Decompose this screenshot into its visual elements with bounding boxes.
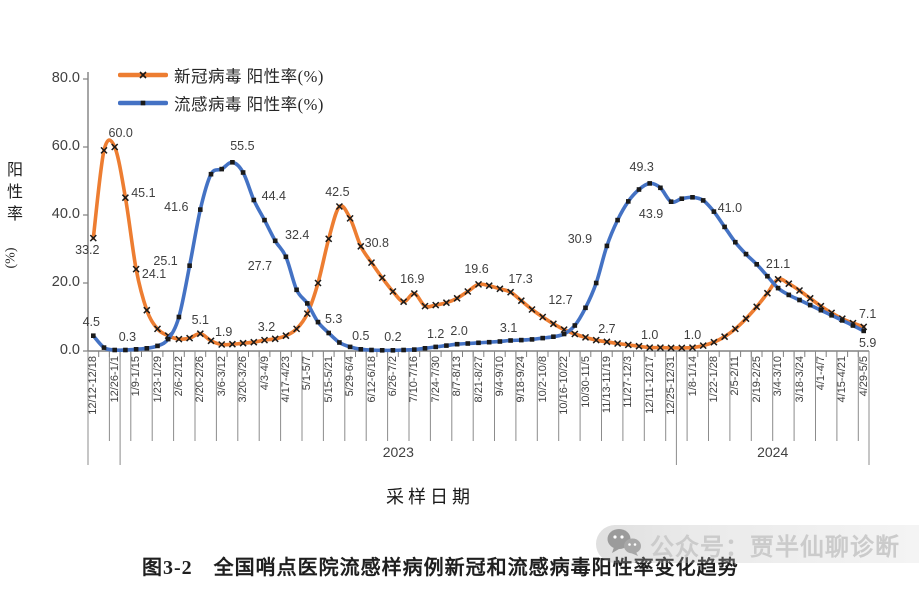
x-axis-title: 采样日期 (386, 487, 474, 507)
data-label-covid: 16.9 (400, 271, 425, 286)
data-label-flu: 0.2 (384, 330, 402, 345)
data-label-flu: 0.3 (118, 330, 137, 344)
data-label-flu: 5.9 (858, 335, 877, 350)
y-axis-unit: (%) (3, 247, 19, 269)
x-tick-label: 5/1-5/7 (301, 356, 314, 391)
x-tick-label: 9/18-9/24 (515, 356, 528, 403)
data-label-flu: 12.7 (548, 292, 573, 307)
data-label-covid: 1.0 (640, 327, 659, 342)
data-label-flu: 1.2 (426, 326, 445, 341)
data-label-covid: 21.1 (765, 257, 791, 272)
data-label-flu: 43.9 (638, 206, 664, 221)
x-tick-label: 4/17-4/23 (279, 356, 292, 403)
x-tick-label: 7/24-7/30 (429, 356, 442, 403)
data-label-flu: 44.4 (261, 189, 286, 203)
data-label-flu: 2.0 (450, 324, 468, 339)
x-tick-label: 11/27-12/3 (622, 356, 635, 408)
data-label-flu: 55.5 (230, 139, 255, 154)
x-tick-label: 1/8-1/14 (686, 356, 699, 397)
x-tick-label: 12/11-12/17 (643, 356, 656, 414)
data-label-flu: 49.3 (629, 160, 654, 175)
x-tick-label: 3/6-3/12 (215, 356, 228, 397)
data-label-flu: 41.6 (164, 199, 189, 214)
data-label-covid: 60.0 (108, 126, 133, 140)
data-label-covid: 17.3 (508, 272, 533, 287)
y-tick-label: 0.0 (59, 342, 80, 358)
flu-line-swatch (117, 94, 169, 112)
covid-line-swatch (117, 66, 169, 84)
legend-item-covid: 新冠病毒 阳性率(%) (117, 61, 324, 89)
year-label: 2024 (757, 444, 789, 460)
data-label-covid: 1.9 (214, 324, 233, 339)
x-tick-label: 12/12-12/18 (87, 356, 100, 415)
x-tick-label: 8/7-8/13 (451, 356, 464, 397)
x-tick-label: 10/16-10/22 (558, 356, 571, 415)
x-tick-label: 1/23-1/29 (151, 356, 164, 403)
x-tick-label: 2/6-2/12 (172, 356, 185, 397)
y-tick-label: 20.0 (51, 274, 80, 290)
x-tick-label: 3/4-3/10 (772, 356, 785, 397)
data-label-covid: 3.2 (257, 320, 276, 335)
y-tick-label: 80.0 (51, 70, 80, 86)
data-label-covid: 5.1 (191, 312, 209, 327)
year-label: 2023 (382, 444, 414, 460)
data-label-flu: 30.9 (567, 231, 593, 246)
figure-caption: 图3-2 全国哨点医院流感样病例新冠和流感病毒阳性率变化趋势 (142, 557, 739, 579)
wechat-icon (606, 527, 642, 562)
x-tick-label: 6/26-7/2 (386, 356, 399, 397)
legend-label-flu: 流感病毒 阳性率(%) (174, 95, 324, 114)
x-tick-label: 2/5-2/11 (729, 356, 742, 396)
data-label-flu: 3.1 (499, 320, 518, 335)
data-label-flu: 41.0 (717, 200, 743, 215)
data-label-covid: 30.8 (364, 236, 389, 251)
data-label-flu: 0.5 (352, 329, 370, 344)
watermark-text: 公众号：贾半仙聊诊断 (650, 534, 900, 561)
data-label-flu: 25.1 (153, 253, 178, 268)
data-label-flu: 4.5 (82, 314, 100, 329)
chart-plot (83, 72, 870, 465)
y-axis-title: 阳性率 (6, 162, 23, 223)
x-tick-label: 3/18-3/24 (793, 356, 806, 403)
x-tick-label: 6/12-6/18 (365, 356, 378, 403)
data-label-covid: 2.7 (598, 321, 616, 336)
data-label-covid: 42.5 (325, 184, 350, 199)
data-label-covid: 24.1 (141, 267, 167, 282)
x-tick-label: 4/1-4/7 (814, 356, 827, 391)
x-tick-label: 4/15-4/21 (836, 356, 849, 403)
legend-label-covid: 新冠病毒 阳性率(%) (174, 67, 324, 86)
x-tick-label: 5/29-6/4 (344, 356, 357, 397)
x-tick-label: 10/30-11/5 (579, 356, 592, 408)
x-tick-label: 11/13-11/19 (600, 356, 613, 414)
x-tick-label: 1/9-1/15 (130, 356, 143, 397)
x-tick-label: 10/2-10/8 (536, 356, 549, 403)
x-tick-label: 4/29-5/5 (857, 356, 870, 397)
x-tick-label: 2/19-2/25 (750, 356, 763, 403)
data-label-flu: 32.4 (285, 227, 310, 242)
x-tick-label: 9/4-9/10 (493, 356, 506, 397)
x-tick-label: 12/25-12/31 (665, 356, 678, 415)
y-tick-label: 40.0 (51, 206, 80, 222)
x-tick-label: 4/3-4/9 (258, 356, 271, 391)
y-tick-label: 60.0 (51, 138, 80, 154)
data-label-covid: 19.6 (464, 262, 489, 277)
chart-legend: 新冠病毒 阳性率(%) 流感病毒 阳性率(%) (117, 61, 324, 117)
positivity-trend-chart: 阳性率 (%) 新冠病毒 阳性率(%) 流感病毒 阳性率(%) 0.0 20.0 4… (3, 61, 877, 507)
x-tick-label: 7/10-7/16 (408, 356, 421, 403)
data-label-covid: 7.1 (858, 306, 877, 321)
data-label-covid: 1.0 (683, 327, 702, 342)
legend-item-flu: 流感病毒 阳性率(%) (117, 89, 324, 117)
x-tick-label: 5/15-5/21 (322, 356, 335, 403)
data-label-covid: 33.2 (75, 243, 100, 258)
x-tick-label: 8/21-8/27 (472, 356, 485, 403)
data-label-flu: 5.3 (324, 312, 343, 326)
data-label-flu: 27.7 (247, 258, 273, 273)
x-tick-label: 3/20-3/26 (237, 356, 250, 403)
watermark-banner: 公众号：贾半仙聊诊断 (596, 525, 919, 563)
x-tick-label: 2/20-2/26 (194, 356, 207, 403)
data-label-covid: 45.1 (131, 185, 156, 200)
x-tick-label: 12/26-1/1 (108, 356, 121, 403)
x-tick-label: 1/22-1/28 (707, 356, 720, 403)
